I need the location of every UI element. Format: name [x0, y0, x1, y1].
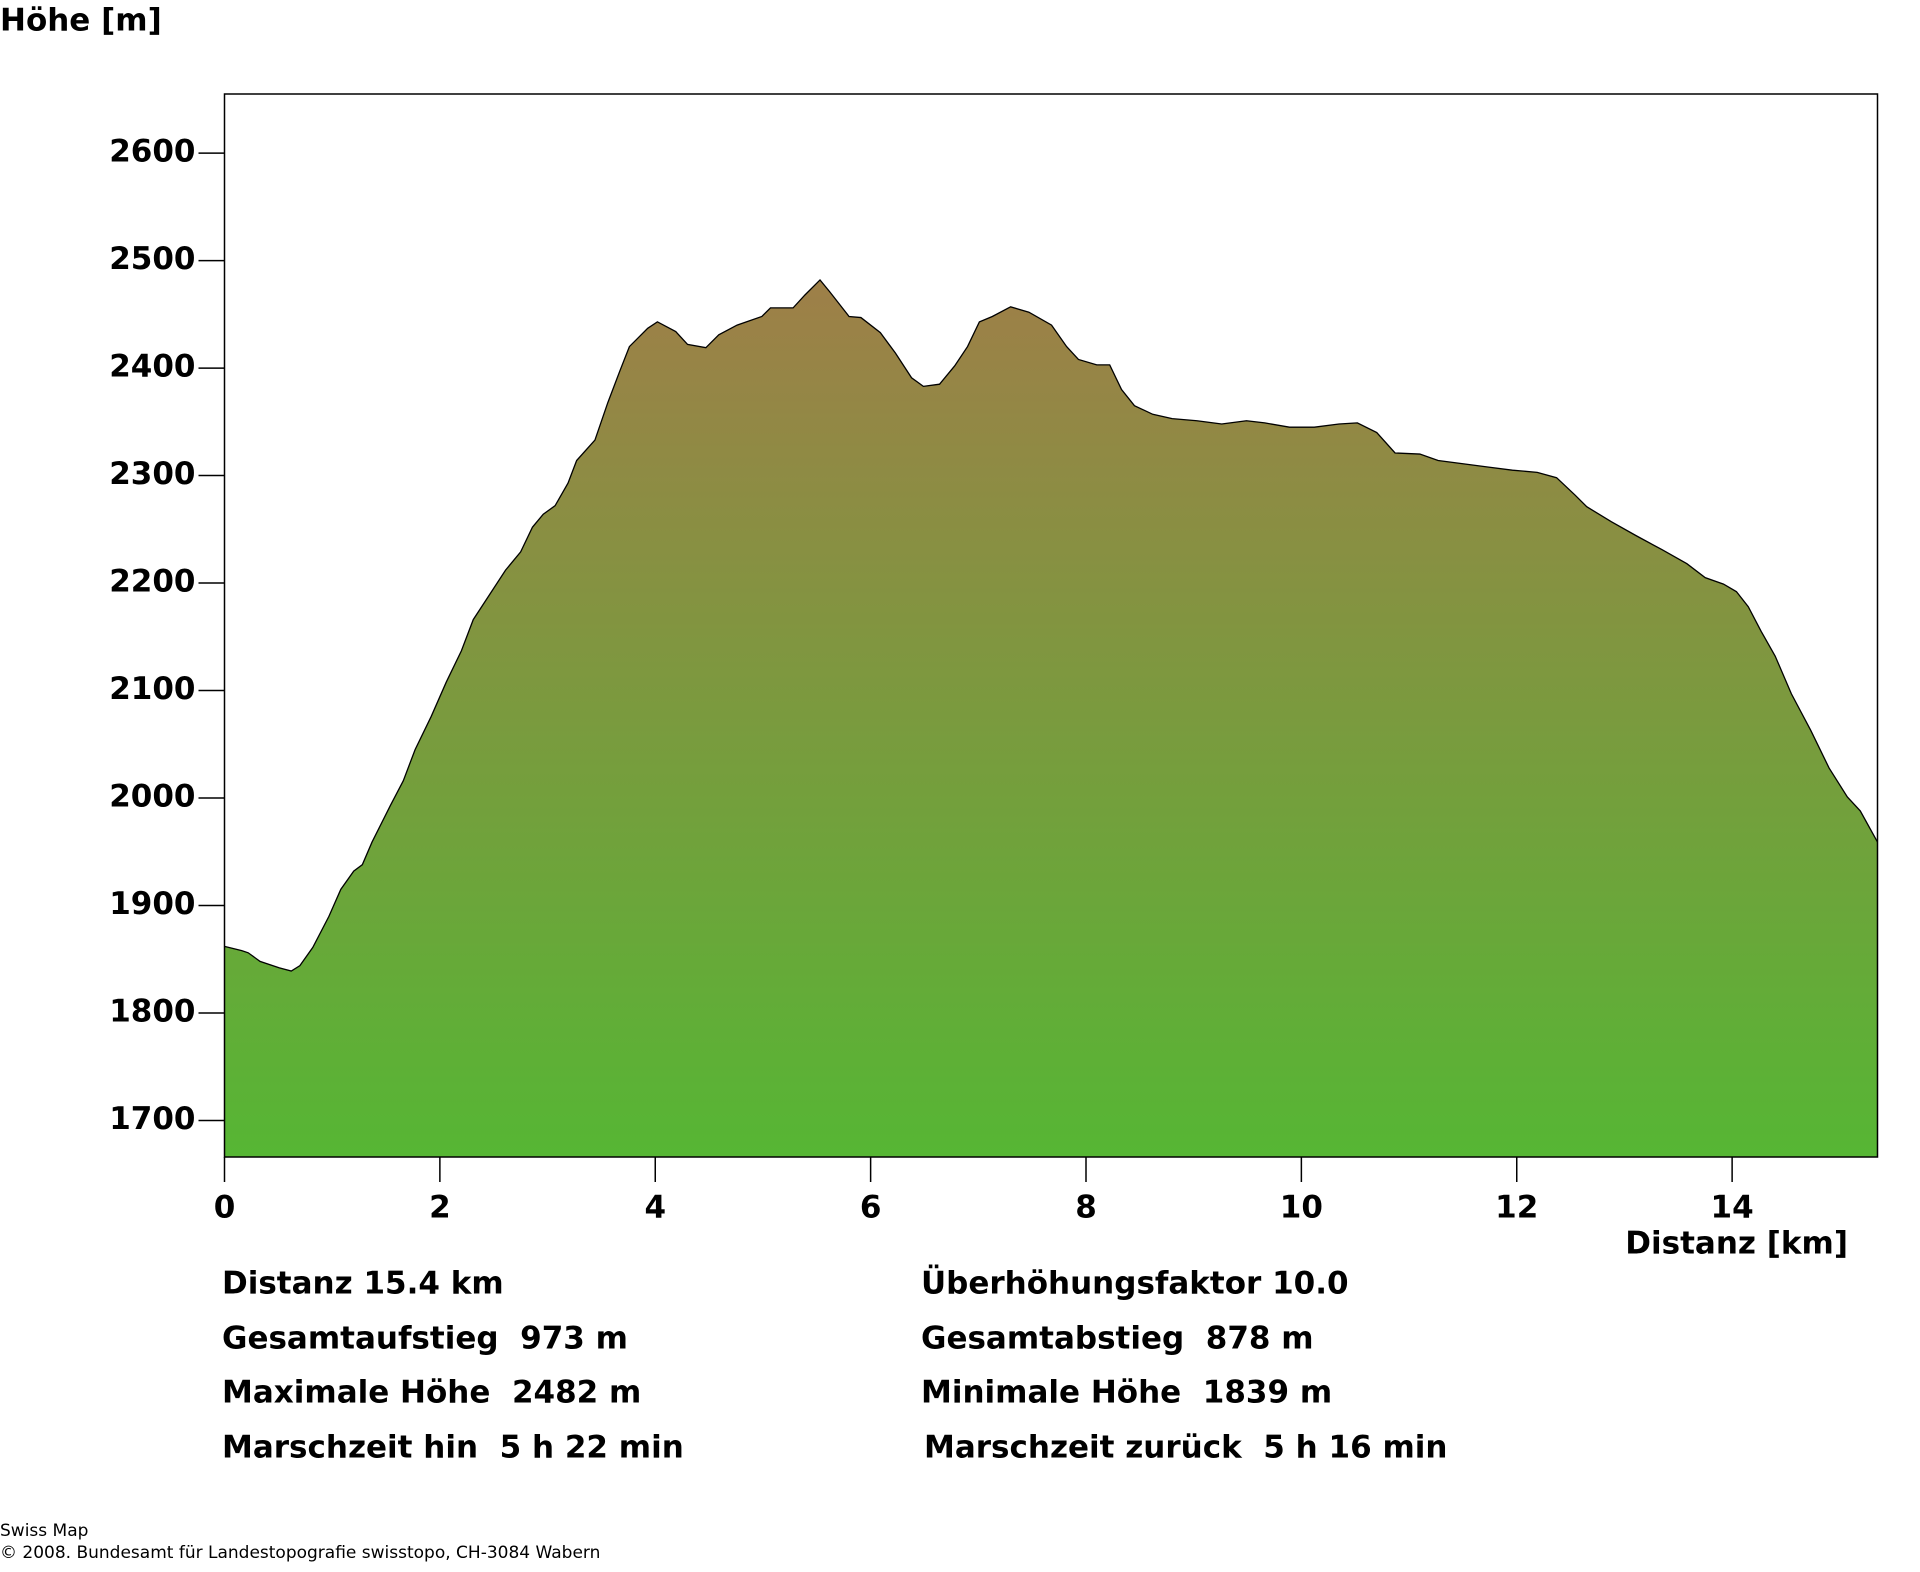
- y-axis-title: Höhe [m]: [0, 3, 162, 39]
- y-tick-label: 2300: [109, 456, 195, 492]
- stat: Gesamtabstieg 878 m: [921, 1321, 1314, 1357]
- stat: Überhöhungsfaktor 10.0: [921, 1265, 1349, 1302]
- footer-line: © 2008. Bundesamt für Landestopografie s…: [0, 1543, 600, 1563]
- y-tick-label: 2100: [109, 671, 195, 707]
- stat: Maximale Höhe 2482 m: [222, 1375, 641, 1411]
- x-tick-label: 10: [1280, 1190, 1323, 1226]
- stat: Marschzeit zurück 5 h 16 min: [924, 1430, 1447, 1466]
- stat: Marschzeit hin 5 h 22 min: [222, 1430, 684, 1466]
- y-tick-label: 1700: [109, 1101, 195, 1137]
- x-tick-label: 4: [644, 1190, 666, 1226]
- x-tick-label: 14: [1711, 1190, 1754, 1226]
- plot-frame: [223, 93, 1879, 1158]
- stat: Distanz 15.4 km: [222, 1266, 504, 1302]
- footer-line: Swiss Map: [0, 1521, 88, 1541]
- x-tick-label: 0: [214, 1190, 236, 1226]
- x-tick-label: 8: [1075, 1190, 1097, 1226]
- stat: Minimale Höhe 1839 m: [921, 1375, 1332, 1411]
- x-tick-label: 2: [429, 1190, 451, 1226]
- profile-line: [224, 278, 1879, 972]
- y-tick-label: 2000: [109, 779, 195, 815]
- y-tick-label: 2200: [109, 564, 195, 600]
- area: [224, 279, 1878, 1157]
- y-tick-label: 2500: [109, 241, 195, 277]
- y-tick-label: 1900: [109, 886, 195, 922]
- x-tick-label: 12: [1495, 1190, 1538, 1226]
- stats: Distanz 15.4 km Gesamtaufstieg 973 m Maxim…: [222, 1265, 1447, 1466]
- x-axis-title: Distanz [km]: [1625, 1226, 1848, 1262]
- stat: Gesamtaufstieg 973 m: [222, 1321, 628, 1357]
- y-tick-label: 2600: [109, 134, 195, 170]
- y-tick-label: 2400: [109, 349, 195, 385]
- x-tick-label: 6: [860, 1190, 882, 1226]
- y-tick-label: 1800: [109, 993, 195, 1029]
